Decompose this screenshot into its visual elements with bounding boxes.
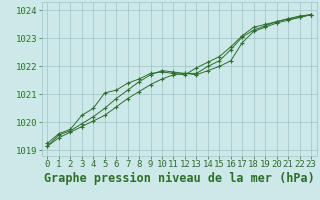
X-axis label: Graphe pression niveau de la mer (hPa): Graphe pression niveau de la mer (hPa)	[44, 172, 315, 185]
